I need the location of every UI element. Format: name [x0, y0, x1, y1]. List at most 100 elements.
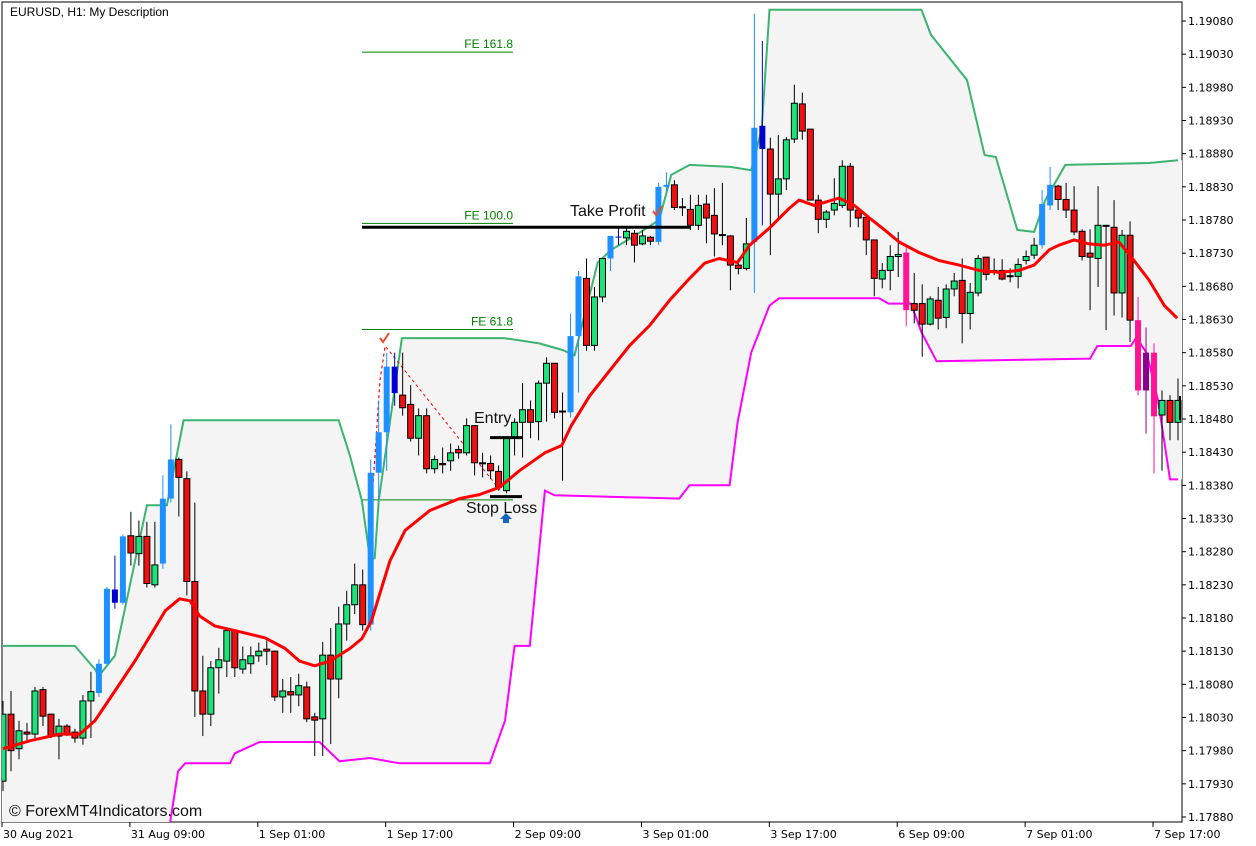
candle[interactable] — [790, 84, 798, 144]
candle[interactable] — [622, 227, 630, 246]
candle[interactable] — [1102, 224, 1110, 331]
candle[interactable] — [942, 284, 950, 329]
candle[interactable] — [878, 263, 886, 289]
candle[interactable] — [638, 229, 646, 246]
candle[interactable] — [1143, 327, 1150, 434]
candle[interactable] — [958, 258, 966, 344]
candle[interactable] — [39, 686, 47, 727]
candle[interactable] — [175, 457, 183, 517]
candle[interactable] — [159, 475, 166, 569]
candle[interactable] — [966, 283, 974, 330]
candle[interactable] — [447, 443, 455, 471]
candle[interactable] — [279, 679, 287, 713]
candle[interactable] — [207, 661, 215, 727]
candle[interactable] — [1062, 182, 1070, 219]
candle[interactable] — [0, 700, 7, 792]
candle[interactable] — [79, 694, 87, 745]
candle[interactable] — [1078, 229, 1086, 261]
candle[interactable] — [1047, 166, 1054, 211]
candle[interactable] — [247, 646, 255, 674]
candle[interactable] — [199, 655, 207, 737]
candle[interactable] — [718, 182, 726, 246]
candle[interactable] — [646, 235, 654, 246]
candle[interactable] — [1135, 296, 1142, 396]
candle[interactable] — [287, 677, 295, 713]
candle[interactable] — [814, 194, 822, 234]
candle[interactable] — [319, 641, 327, 756]
candle[interactable] — [822, 210, 830, 228]
candle[interactable] — [55, 718, 63, 760]
candle[interactable] — [1022, 250, 1030, 265]
candle[interactable] — [926, 296, 934, 326]
candle[interactable] — [886, 245, 894, 291]
candle[interactable] — [1151, 343, 1158, 474]
candle[interactable] — [686, 194, 694, 230]
candle[interactable] — [479, 452, 487, 478]
candle[interactable] — [343, 590, 351, 641]
candle[interactable] — [303, 681, 311, 723]
candle[interactable] — [870, 239, 878, 297]
candle[interactable] — [694, 194, 702, 230]
candle[interactable] — [615, 227, 622, 246]
candle[interactable] — [23, 722, 31, 743]
candle[interactable] — [1094, 186, 1102, 287]
candle[interactable] — [1039, 190, 1046, 249]
candle[interactable] — [982, 256, 990, 281]
candle[interactable] — [950, 273, 958, 297]
candle[interactable] — [143, 521, 151, 588]
candle[interactable] — [934, 286, 942, 330]
candle[interactable] — [567, 313, 574, 418]
candle[interactable] — [798, 92, 806, 140]
candle[interactable] — [806, 128, 814, 201]
candle[interactable] — [103, 586, 110, 666]
candle[interactable] — [766, 137, 774, 256]
candle[interactable] — [607, 235, 614, 272]
candle[interactable] — [423, 408, 431, 474]
candle[interactable] — [630, 229, 638, 263]
candle[interactable] — [918, 284, 926, 357]
candle[interactable] — [862, 216, 870, 256]
candle[interactable] — [1126, 221, 1134, 343]
candle[interactable] — [782, 137, 790, 191]
candle[interactable] — [535, 380, 543, 441]
candle[interactable] — [295, 673, 303, 707]
candle[interactable] — [583, 258, 591, 351]
candle[interactable] — [151, 521, 159, 588]
candle[interactable] — [903, 245, 910, 327]
candle[interactable] — [471, 424, 479, 476]
candle[interactable] — [759, 40, 766, 226]
candle[interactable] — [311, 712, 319, 756]
candle[interactable] — [399, 352, 407, 416]
candle[interactable] — [95, 659, 102, 697]
candle[interactable] — [543, 357, 551, 422]
candle[interactable] — [167, 424, 174, 503]
candle[interactable] — [575, 271, 582, 393]
candle[interactable] — [751, 13, 758, 293]
candle[interactable] — [774, 135, 782, 220]
candle[interactable] — [183, 471, 191, 596]
candle[interactable] — [367, 459, 374, 631]
candle[interactable] — [327, 627, 335, 745]
candle[interactable] — [1054, 184, 1062, 211]
candle[interactable] — [375, 400, 382, 500]
candle[interactable] — [559, 392, 567, 481]
candle[interactable] — [335, 606, 343, 699]
candle[interactable] — [527, 400, 535, 439]
candle[interactable] — [702, 194, 710, 244]
candle[interactable] — [974, 255, 982, 297]
candle[interactable] — [111, 555, 118, 609]
candle[interactable] — [439, 447, 447, 474]
candle[interactable] — [351, 563, 359, 615]
candle[interactable] — [127, 511, 135, 566]
candle[interactable] — [87, 671, 95, 739]
candle[interactable] — [663, 172, 670, 193]
candle[interactable] — [415, 408, 423, 456]
candle[interactable] — [7, 690, 15, 772]
candle[interactable] — [1070, 186, 1078, 236]
candle[interactable] — [1110, 200, 1118, 316]
candle[interactable] — [455, 445, 463, 459]
candle[interactable] — [239, 646, 247, 674]
candle[interactable] — [551, 362, 559, 419]
candle[interactable] — [215, 647, 223, 694]
